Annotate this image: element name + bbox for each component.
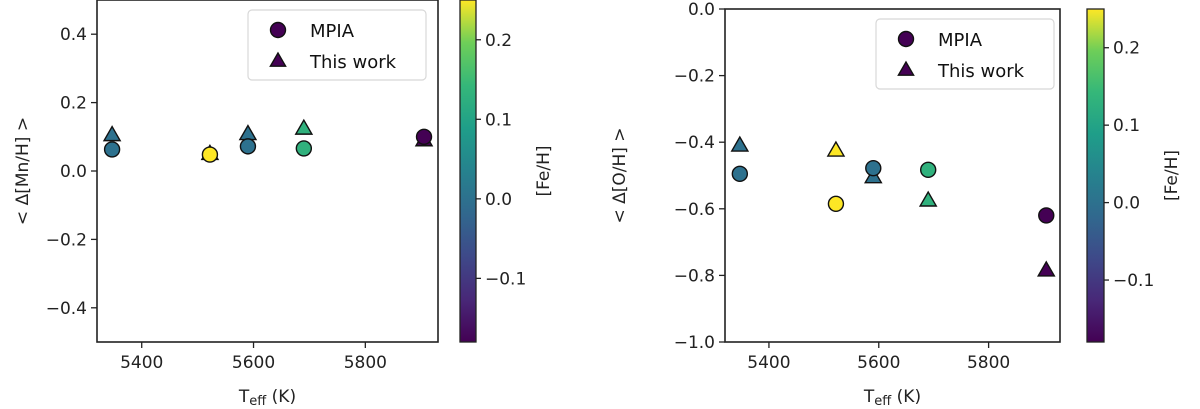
- x-tick-label: 5600: [232, 353, 275, 373]
- colorbar: [1086, 8, 1105, 343]
- legend: MPIA This work: [247, 9, 427, 81]
- this-work-point: [918, 190, 938, 207]
- legend-label-mpia: MPIA: [938, 30, 983, 51]
- legend-circle-icon: [269, 21, 287, 39]
- y-axis-label: < Δ[O/H] >: [610, 127, 630, 223]
- o-panel: 0.0 −0.2 −0.4 −0.6 −0.8 −1.0 5400 5600 5800 Teff …: [610, 0, 1182, 409]
- y-tick-label: 0.2: [60, 94, 87, 114]
- this-work-point: [826, 140, 846, 157]
- y-tick-label: −0.4: [674, 133, 715, 153]
- colorbar-label: [Fe/H]: [1162, 150, 1182, 201]
- colorbar-tick-label: 0.1: [1113, 116, 1140, 136]
- y-tick-label: 0.4: [60, 25, 87, 45]
- mpia-point: [827, 195, 845, 213]
- colorbar-tick-label: 0.2: [1113, 39, 1140, 59]
- colorbar-tick-label: 0.0: [1113, 194, 1140, 214]
- x-tick-label: 5800: [344, 353, 387, 373]
- mpia-point: [201, 146, 219, 163]
- mpia-point: [295, 140, 313, 157]
- legend-box: [875, 18, 1055, 90]
- colorbar-tick-label: −0.1: [485, 269, 526, 289]
- legend-label-mpia: MPIA: [310, 21, 355, 42]
- legend-triangle-icon: [269, 51, 287, 67]
- mpia-point: [239, 138, 257, 155]
- mn-panel: 0.4 0.2 0.0 −0.2 −0.4 5400 5600 5800 Teff (K) < Δ…: [13, 0, 554, 409]
- x-axis-label: Teff (K): [238, 387, 296, 409]
- this-work-point: [294, 118, 314, 135]
- x-tick-label: 5600: [857, 353, 900, 373]
- y-tick-label: −0.2: [674, 67, 715, 87]
- x-tick-label: 5800: [967, 353, 1010, 373]
- y-tick-label: −0.6: [674, 200, 715, 220]
- mpia-point: [865, 159, 882, 177]
- mpia-point: [919, 161, 937, 179]
- y-axis-label: < Δ[Mn/H] >: [13, 117, 33, 225]
- legend-triangle-icon: [897, 60, 915, 76]
- colorbar-tick-label: 0.2: [485, 31, 512, 51]
- mpia-point: [731, 165, 749, 183]
- y-tick-label: 0.0: [60, 162, 87, 182]
- x-tick-label: 5400: [747, 353, 790, 373]
- legend: MPIA This work: [875, 18, 1055, 90]
- legend-label-this-work: This work: [937, 61, 1025, 82]
- colorbar: [459, 0, 477, 343]
- y-tick-label: −1.0: [674, 333, 715, 353]
- y-tick-label: 0.0: [688, 0, 715, 20]
- colorbar-label: [Fe/H]: [534, 145, 554, 196]
- colorbar-tick-label: −0.1: [1113, 271, 1154, 291]
- this-work-point: [1036, 260, 1056, 277]
- mpia-point: [103, 141, 121, 158]
- this-work-point: [730, 135, 750, 152]
- legend-circle-icon: [897, 30, 915, 48]
- colorbar-tick-label: 0.0: [485, 190, 512, 210]
- y-tick-label: −0.8: [674, 266, 715, 286]
- mpia-point: [1038, 207, 1055, 224]
- this-work-point: [102, 125, 122, 142]
- y-tick-label: −0.4: [46, 299, 87, 319]
- y-tick-label: −0.2: [46, 230, 87, 250]
- legend-box: [247, 9, 427, 81]
- mpia-point: [415, 128, 433, 146]
- colorbar-tick-label: 0.1: [485, 110, 512, 130]
- x-tick-label: 5400: [120, 353, 163, 373]
- legend-label-this-work: This work: [309, 52, 397, 73]
- x-axis-label: Teff (K): [863, 387, 921, 409]
